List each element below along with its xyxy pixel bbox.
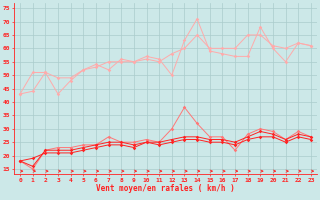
X-axis label: Vent moyen/en rafales ( km/h ): Vent moyen/en rafales ( km/h ) (96, 184, 235, 193)
